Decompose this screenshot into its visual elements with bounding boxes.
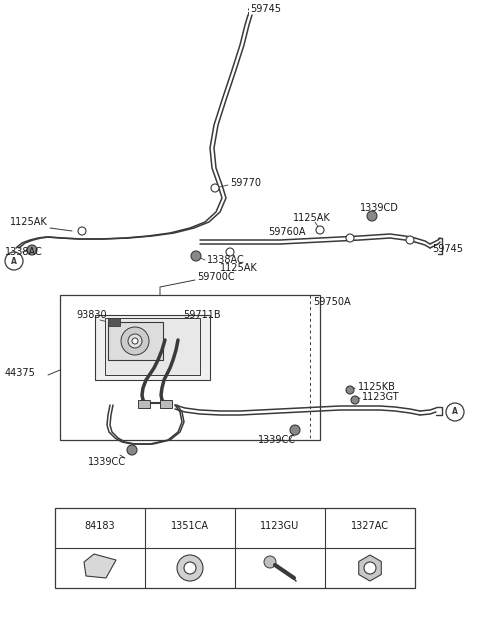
Circle shape: [446, 403, 464, 421]
Text: 59700C: 59700C: [197, 272, 235, 282]
Text: 59770: 59770: [230, 178, 261, 188]
Text: 1123GT: 1123GT: [362, 392, 400, 402]
Circle shape: [364, 562, 376, 574]
Text: 59745: 59745: [432, 244, 463, 254]
Circle shape: [290, 425, 300, 435]
Bar: [55, 508, 415, 588]
Text: 44375: 44375: [5, 368, 36, 378]
Text: A: A: [452, 408, 458, 416]
Text: 84183: 84183: [84, 520, 115, 530]
Circle shape: [264, 556, 276, 568]
Circle shape: [367, 211, 377, 221]
Polygon shape: [105, 318, 200, 375]
Bar: [138, 400, 150, 408]
Circle shape: [316, 226, 324, 234]
Text: 93830: 93830: [76, 310, 107, 320]
Circle shape: [346, 234, 354, 242]
Circle shape: [127, 445, 137, 455]
Circle shape: [226, 248, 234, 256]
Bar: [108, 322, 163, 360]
Circle shape: [346, 386, 354, 394]
Bar: [160, 400, 172, 408]
Circle shape: [177, 555, 203, 581]
Text: 1351CA: 1351CA: [171, 520, 209, 530]
Text: 1125KB: 1125KB: [358, 382, 396, 392]
Bar: [108, 318, 120, 326]
Text: 1339CD: 1339CD: [360, 203, 399, 213]
Circle shape: [128, 334, 142, 348]
Text: 1125AK: 1125AK: [220, 263, 258, 273]
Circle shape: [121, 327, 149, 355]
Text: 1123GU: 1123GU: [260, 520, 300, 530]
Circle shape: [132, 338, 138, 344]
Text: 1339CC: 1339CC: [258, 435, 296, 445]
Circle shape: [5, 252, 23, 270]
Text: 1338AC: 1338AC: [207, 255, 245, 265]
Circle shape: [191, 251, 201, 261]
Circle shape: [27, 245, 37, 255]
Text: 1338AC: 1338AC: [5, 247, 43, 257]
Circle shape: [184, 562, 196, 574]
Text: 1125AK: 1125AK: [293, 213, 331, 223]
Text: 59750A: 59750A: [313, 297, 350, 307]
Polygon shape: [95, 315, 210, 380]
Circle shape: [351, 396, 359, 404]
Polygon shape: [359, 555, 381, 581]
Polygon shape: [84, 554, 116, 578]
Text: A: A: [11, 256, 17, 265]
Bar: [60, 295, 320, 440]
Text: 59745: 59745: [250, 4, 281, 14]
Text: 1125AK: 1125AK: [10, 217, 48, 227]
Circle shape: [406, 236, 414, 244]
Circle shape: [211, 184, 219, 192]
Text: 59711B: 59711B: [183, 310, 221, 320]
Text: 1327AC: 1327AC: [351, 520, 389, 530]
Text: 59760A: 59760A: [268, 227, 305, 237]
Text: 1339CC: 1339CC: [88, 457, 126, 467]
Circle shape: [78, 227, 86, 235]
